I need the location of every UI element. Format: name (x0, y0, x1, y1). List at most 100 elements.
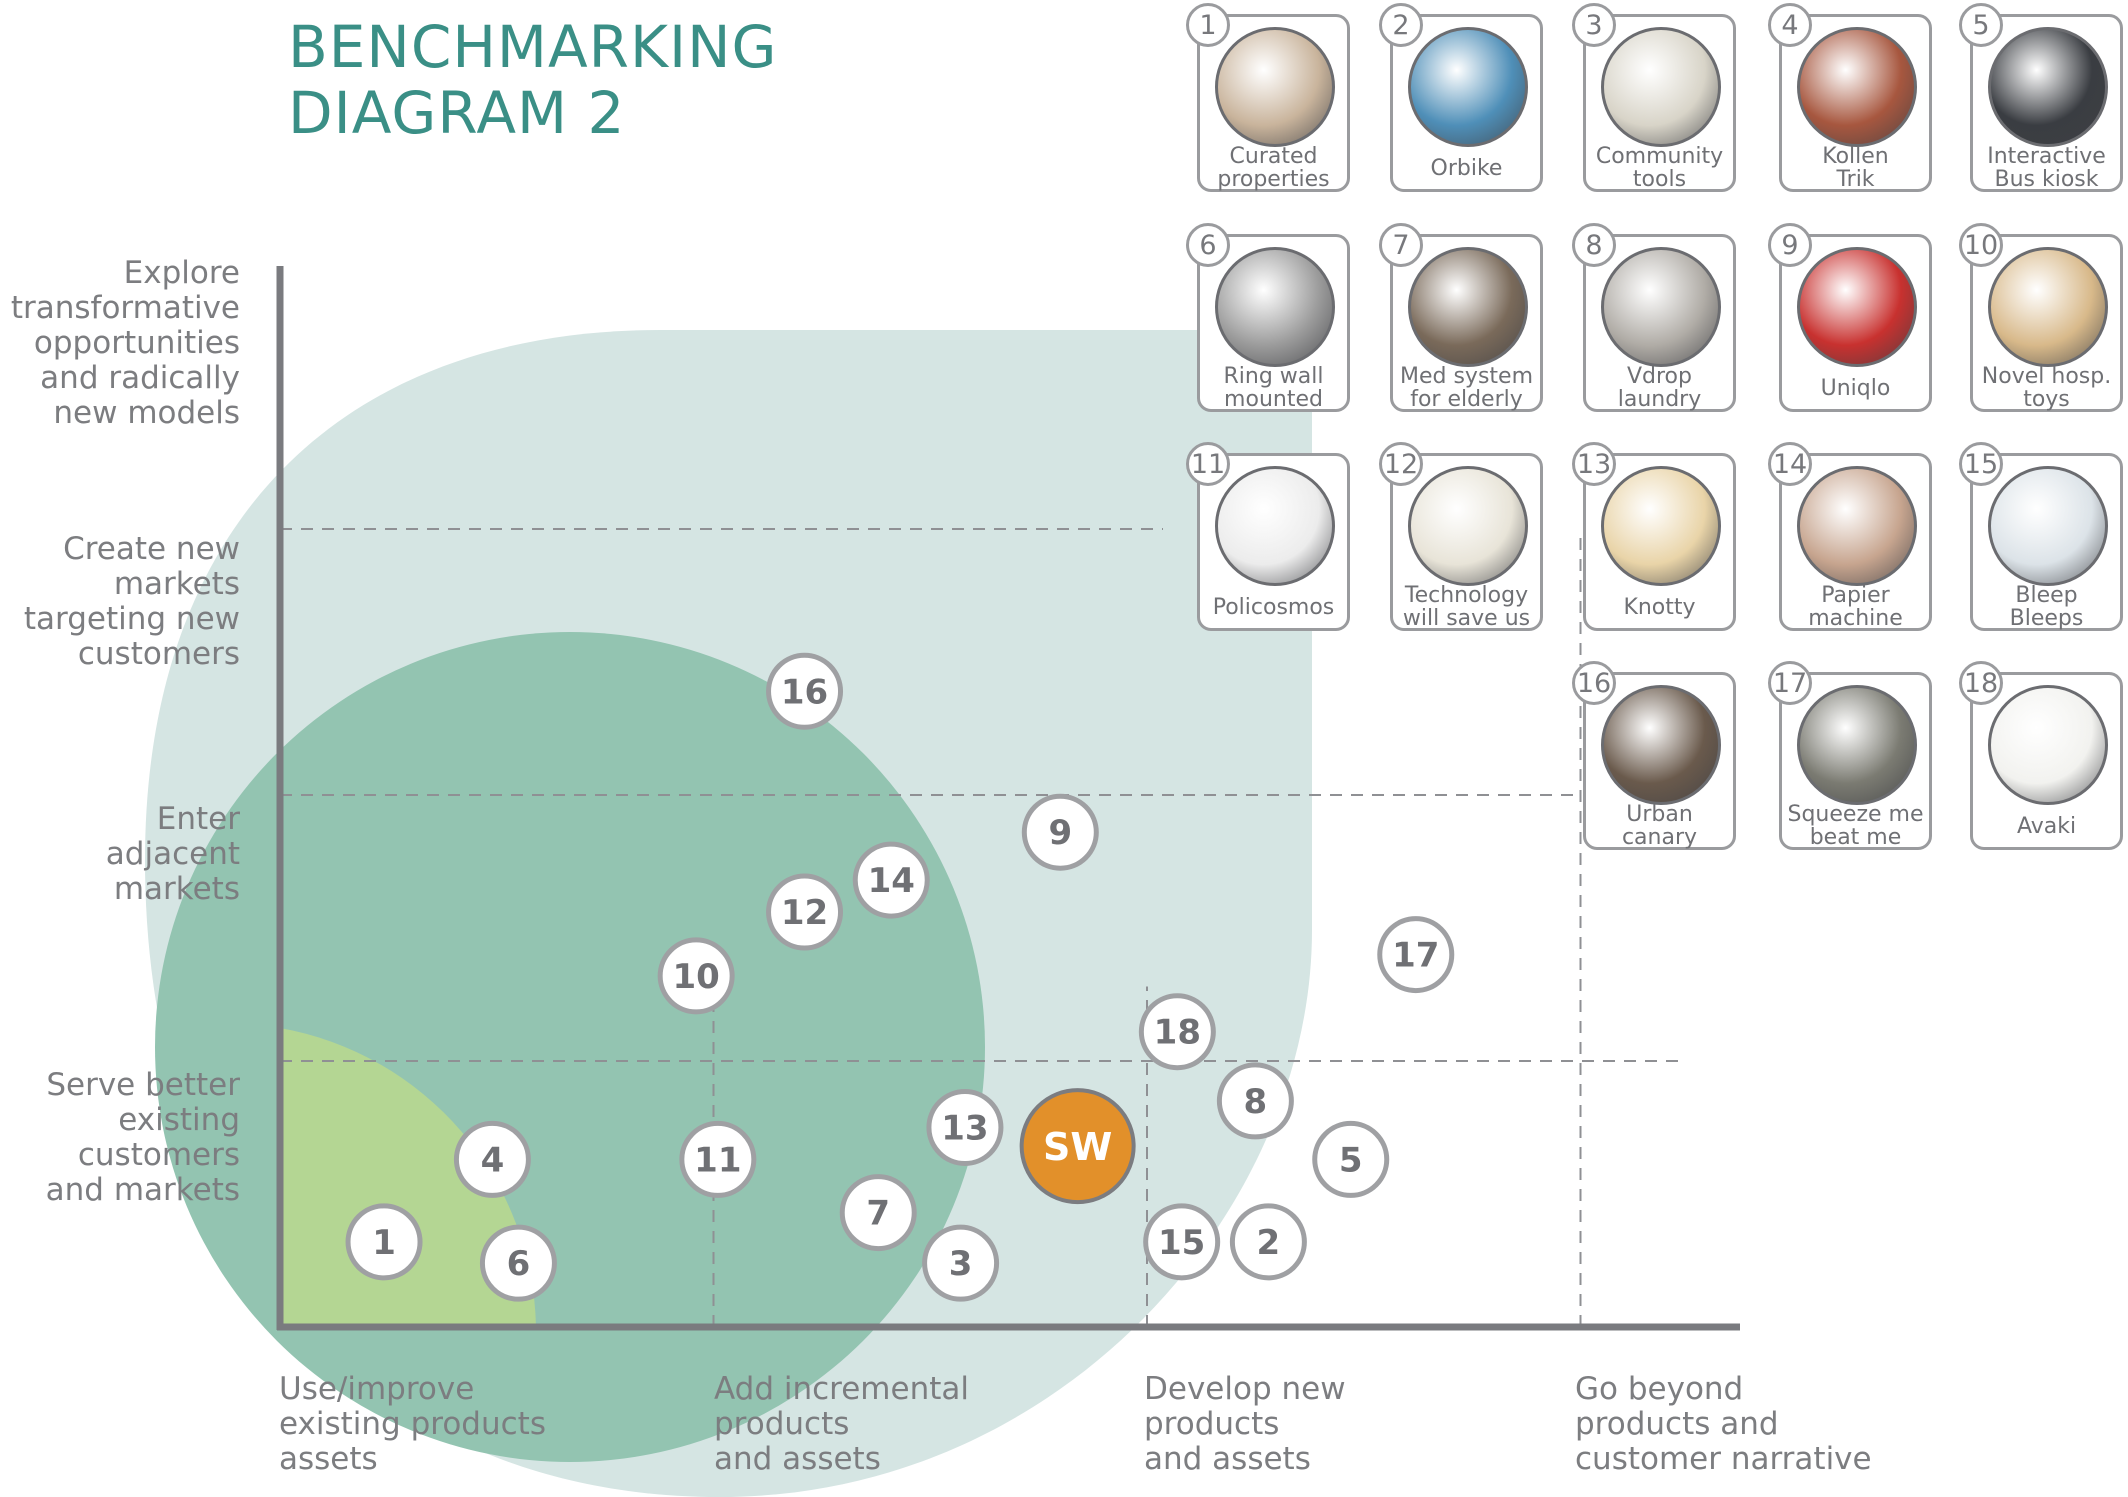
benchmark-marker-6: 6 (479, 1224, 557, 1302)
card-number-badge: 14 (1768, 442, 1812, 486)
marker-label: 16 (781, 672, 828, 712)
card-number-badge: 16 (1572, 661, 1616, 705)
card-number-badge: 15 (1959, 442, 2003, 486)
card-label: Ring wall mounted (1223, 364, 1324, 412)
marker-circle (1021, 793, 1099, 871)
benchmark-card-13: Knotty 13 (1572, 442, 1736, 631)
card-number-badge: 13 (1572, 442, 1616, 486)
x-axis-label-4: Go beyond products and customer narrative (1575, 1372, 1872, 1477)
card-label: Community tools (1595, 144, 1724, 192)
benchmark-card-8: Vdrop laundry 8 (1572, 223, 1736, 412)
benchmark-marker-16: 16 (766, 652, 844, 730)
marker-circle (453, 1120, 531, 1198)
sw-marker: SW (1019, 1088, 1136, 1205)
marker-circle (657, 937, 735, 1015)
benchmark-card-17: Squeeze me beat me 17 (1768, 661, 1932, 850)
marker-circle (766, 873, 844, 951)
x-axis-label-line: Add incremental (714, 1371, 969, 1407)
benchmark-card-10: Novel hosp. toys 10 (1959, 223, 2123, 412)
med-system-photo (1408, 247, 1528, 367)
benchmark-card-5: Interactive Bus kiosk 5 (1959, 3, 2123, 192)
card-label: Technology will save us (1402, 583, 1531, 631)
card-label: Vdrop laundry (1617, 364, 1702, 412)
benchmark-card-1: Curated properties 1 (1186, 3, 1350, 192)
benchmark-marker-18: 18 (1138, 993, 1216, 1071)
technology-photo (1408, 466, 1528, 586)
marker-circle (852, 841, 930, 919)
ambition-regions (145, 330, 1312, 1497)
y-axis-label-line: and radically (40, 360, 240, 396)
knotty-photo (1601, 466, 1721, 586)
benchmark-marker-10: 10 (657, 937, 735, 1015)
x-axis-label-line: Go beyond (1575, 1371, 1744, 1407)
x-axis-label-line: and assets (714, 1441, 881, 1477)
marker-circle (1229, 1203, 1307, 1281)
marker-circle (1377, 916, 1455, 994)
marker-circle (345, 1203, 423, 1281)
marker-circle (839, 1174, 917, 1252)
policosmos-photo (1215, 466, 1335, 586)
benchmark-card-4: Kollen Trik 4 (1768, 3, 1932, 192)
card-label: Curated properties (1217, 144, 1330, 192)
marker-label: 9 (1048, 813, 1072, 853)
card-label: Urban canary (1621, 802, 1698, 850)
diagram-title: BENCHMARKING DIAGRAM 2 (288, 14, 777, 146)
marker-label: 11 (694, 1140, 741, 1180)
marker-label: 4 (481, 1140, 505, 1180)
y-axis-label-3: Create new markets targeting new customers (24, 532, 240, 672)
papier-machine-photo (1797, 466, 1917, 586)
benchmark-marker-12: 12 (766, 873, 844, 951)
card-number-badge: 1 (1186, 3, 1230, 47)
marker-circle (1216, 1062, 1294, 1140)
marker-label: 13 (941, 1109, 988, 1149)
benchmark-card-15: Bleep Bleeps 15 (1959, 442, 2123, 631)
marker-label: 3 (949, 1244, 973, 1284)
y-axis-label-2: Enter adjacent markets (106, 802, 240, 907)
y-axis-label-line: Explore (123, 255, 240, 291)
marker-label: 7 (866, 1194, 890, 1234)
benchmark-marker-1: 1 (345, 1203, 423, 1281)
card-label: Orbike (1430, 155, 1503, 181)
card-number-badge: 2 (1379, 3, 1423, 47)
x-axis-label-3: Develop new products and assets (1144, 1372, 1346, 1477)
benchmark-card-14: Papier machine 14 (1768, 442, 1932, 631)
card-label: Novel hosp. toys (1981, 364, 2112, 412)
x-axis-label-line: existing products (279, 1406, 546, 1442)
marker-label: 14 (868, 861, 915, 901)
card-number-badge: 12 (1379, 442, 1423, 486)
y-axis-label-line: markets (113, 871, 240, 907)
community-tools-photo (1601, 27, 1721, 147)
benchmark-marker-3: 3 (922, 1224, 1000, 1302)
bus-kiosk-photo (1988, 27, 2108, 147)
y-axis-label-line: existing (118, 1102, 240, 1138)
y-axis-label-line: customers (77, 636, 240, 672)
card-label: Bleep Bleeps (2009, 583, 2084, 631)
benchmark-marker-13: 13 (926, 1089, 1004, 1166)
benchmark-marker-8: 8 (1216, 1062, 1294, 1140)
x-axis-label-line: Use/improve (279, 1371, 475, 1407)
x-axis-label-line: customer narrative (1575, 1441, 1872, 1477)
x-axis-label-line: Develop new (1144, 1371, 1346, 1407)
benchmark-marker-11: 11 (679, 1120, 757, 1198)
y-axis-label-line: targeting new (23, 601, 240, 637)
marker-circle (766, 652, 844, 730)
y-axis-label-line: Serve better (46, 1067, 240, 1103)
marker-label: 18 (1154, 1013, 1201, 1053)
marker-circle (1143, 1203, 1221, 1281)
y-axis-label-line: opportunities (33, 325, 240, 361)
card-number-badge: 8 (1572, 223, 1616, 267)
y-axis-label-line: markets (113, 566, 240, 602)
benchmark-card-7: Med system for elderly 7 (1379, 223, 1543, 412)
card-label: Avaki (2016, 813, 2077, 839)
card-label: Papier machine (1808, 583, 1903, 631)
benchmark-card-2: Orbike 2 (1379, 3, 1543, 192)
marker-circle (679, 1120, 757, 1198)
marker-label: 10 (672, 957, 719, 997)
x-axis-label-line: assets (279, 1441, 378, 1477)
marker-circle (1312, 1120, 1390, 1198)
benchmark-card-9: Uniqlo 9 (1768, 223, 1932, 412)
marker-circle (922, 1224, 1000, 1302)
